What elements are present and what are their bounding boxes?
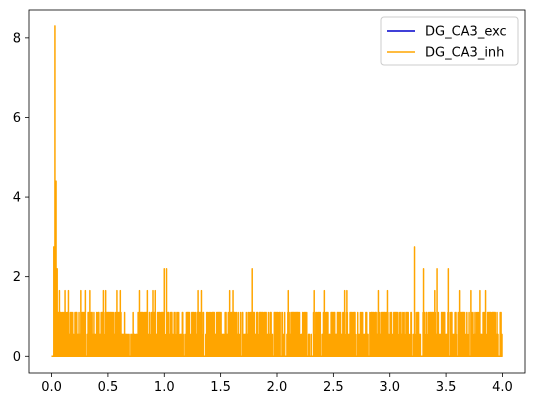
x-tick-label: 0.0 bbox=[41, 380, 62, 395]
x-tick-label: 4.0 bbox=[492, 380, 513, 395]
legend-box bbox=[380, 16, 519, 66]
x-tick-label: 3.5 bbox=[436, 380, 457, 395]
x-tick-label: 2.5 bbox=[323, 380, 344, 395]
y-tick-label: 4 bbox=[13, 191, 21, 206]
x-tick-label: 3.0 bbox=[379, 380, 400, 395]
x-tick-label: 2.0 bbox=[267, 380, 288, 395]
y-tick-label: 2 bbox=[13, 270, 21, 285]
y-tick-label: 6 bbox=[13, 111, 21, 126]
x-tick-label: 0.5 bbox=[98, 380, 119, 395]
series-line-dg-ca3-inh bbox=[51, 25, 503, 358]
y-tick-label: 8 bbox=[13, 31, 21, 46]
y-axis: 0 2 4 6 8 bbox=[13, 31, 29, 365]
y-tick-label: 0 bbox=[13, 350, 21, 365]
x-axis: 0.0 0.5 1.0 1.5 2.0 2.5 3.0 3.5 4.0 bbox=[41, 373, 513, 395]
x-tick-label: 1.0 bbox=[154, 380, 175, 395]
legend-label: DG_CA3_exc bbox=[425, 25, 507, 40]
legend: DG_CA3_exc DG_CA3_inh bbox=[380, 16, 519, 66]
legend-label: DG_CA3_inh bbox=[425, 46, 504, 61]
x-tick-label: 1.5 bbox=[210, 380, 231, 395]
series-layer bbox=[51, 25, 503, 358]
